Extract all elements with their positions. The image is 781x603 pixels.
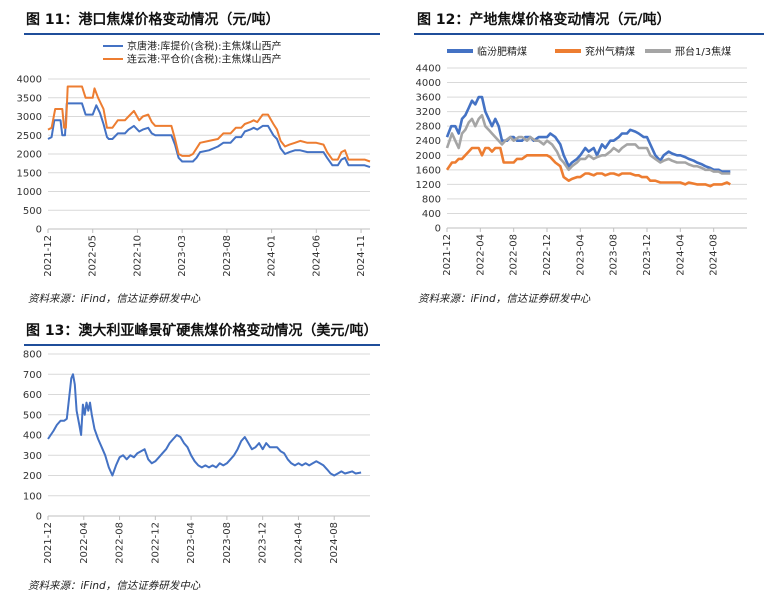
y-tick-label: 3200 <box>416 107 441 118</box>
x-tick-label: 2024-01 <box>267 235 278 277</box>
x-tick-label: 2022-10 <box>132 235 143 277</box>
y-tick-label: 2800 <box>416 122 441 133</box>
x-tick-label: 2024-04 <box>675 234 686 276</box>
y-tick-label: 800 <box>23 350 42 361</box>
x-tick-label: 2024-04 <box>293 522 304 564</box>
x-tick-label: 2023-08 <box>222 522 233 564</box>
y-tick-label: 100 <box>23 491 42 502</box>
figure-13-title-underline <box>24 344 380 346</box>
y-tick-label: 2500 <box>17 131 42 142</box>
figure-11-chart: 0 500 1000 1500 2000 2500 3000 3500 4000 2021-12 2… <box>17 40 371 277</box>
legend-label: 连云港:平仓价(含税):主焦煤山西产 <box>127 53 282 66</box>
x-tick-label: 2024-06 <box>311 235 322 277</box>
x-tick-label: 2022-05 <box>88 235 99 277</box>
y-tick-label: 0 <box>435 224 441 235</box>
y-tick-label: 400 <box>422 209 441 220</box>
x-tick-label: 2023-04 <box>575 234 586 276</box>
y-tick-label: 4400 <box>416 64 441 75</box>
legend-label: 邢台1/3焦煤 <box>675 45 731 58</box>
x-tick-label: 2023-12 <box>642 234 653 276</box>
y-tick-label: 4000 <box>416 78 441 89</box>
y-tick-label: 1000 <box>17 187 42 198</box>
y-tick-label: 600 <box>23 390 42 401</box>
y-tick-label: 1600 <box>416 165 441 176</box>
series-line-2 <box>445 114 731 175</box>
y-tick-label: 200 <box>23 471 42 482</box>
y-tick-label: 300 <box>23 451 42 462</box>
x-tick-label: 2022-08 <box>509 234 520 276</box>
series-line-0 <box>47 102 371 169</box>
x-tick-label: 2022-04 <box>79 522 90 564</box>
y-tick-label: 2000 <box>17 150 42 161</box>
y-tick-label: 0 <box>36 225 42 236</box>
y-tick-label: 700 <box>23 370 42 381</box>
x-tick-label: 2023-04 <box>186 522 197 564</box>
x-tick-label: 2021-12 <box>43 522 54 564</box>
x-tick-label: 2023-08 <box>609 234 620 276</box>
x-tick-label: 2024-11 <box>356 235 367 277</box>
y-tick-label: 2400 <box>416 136 441 147</box>
figure-11-title: 图 11：港口焦煤价格变动情况（元/吨） <box>26 12 280 28</box>
series-line-1 <box>445 146 731 188</box>
y-tick-label: 1200 <box>416 180 441 191</box>
figure-12-chart: 0 400 800 1200 1600 2000 2400 2800 3200 3600 4000 4… <box>416 45 747 276</box>
legend-label: 临汾肥精煤 <box>477 45 527 58</box>
figure-13-chart: 0 100 200 300 400 500 600 700 800 2021-12 2022-04 2… <box>23 350 370 564</box>
x-tick-label: 2022-04 <box>475 234 486 276</box>
legend-label: 兖州气精煤 <box>585 45 635 58</box>
figure-12-source: 资料来源：iFind，信达证券研发中心 <box>418 293 591 305</box>
figure-12-title-underline <box>414 33 764 35</box>
figure-11-source: 资料来源：iFind，信达证券研发中心 <box>28 293 201 305</box>
y-tick-label: 500 <box>23 206 42 217</box>
x-tick-label: 2023-08 <box>222 235 233 277</box>
y-tick-label: 500 <box>23 410 42 421</box>
series-line-0 <box>445 95 731 173</box>
x-tick-label: 2023-12 <box>258 522 269 564</box>
y-tick-label: 400 <box>23 431 42 442</box>
x-tick-label: 2024-08 <box>709 234 720 276</box>
y-tick-label: 4000 <box>17 75 42 86</box>
figure-13-source: 资料来源：iFind，信达证券研发中心 <box>28 580 201 592</box>
y-tick-label: 800 <box>422 194 441 205</box>
legend-label: 京唐港:库提价(含税):主焦煤山西产 <box>127 40 282 53</box>
x-tick-label: 2023-03 <box>177 235 188 277</box>
x-tick-label: 2022-12 <box>150 522 161 564</box>
figure-12-title: 图 12：产地焦煤价格变动情况（元/吨） <box>417 12 671 28</box>
series-line-1 <box>47 85 371 163</box>
x-tick-label: 2022-08 <box>115 522 126 564</box>
x-tick-label: 2024-08 <box>329 522 340 564</box>
figure-13-title: 图 13：澳大利亚峰景矿硬焦煤价格变动情况（美元/吨） <box>26 323 378 339</box>
y-tick-label: 1500 <box>17 168 42 179</box>
y-tick-label: 3600 <box>416 93 441 104</box>
y-tick-label: 2000 <box>416 151 441 162</box>
figure-11-title-underline <box>24 33 380 35</box>
x-tick-label: 2022-12 <box>542 234 553 276</box>
y-tick-label: 0 <box>36 512 42 523</box>
y-tick-label: 3500 <box>17 93 42 104</box>
y-tick-label: 3000 <box>17 112 42 123</box>
x-tick-label: 2021-12 <box>442 234 453 276</box>
x-tick-label: 2021-12 <box>43 235 54 277</box>
series-line-0 <box>47 373 362 477</box>
